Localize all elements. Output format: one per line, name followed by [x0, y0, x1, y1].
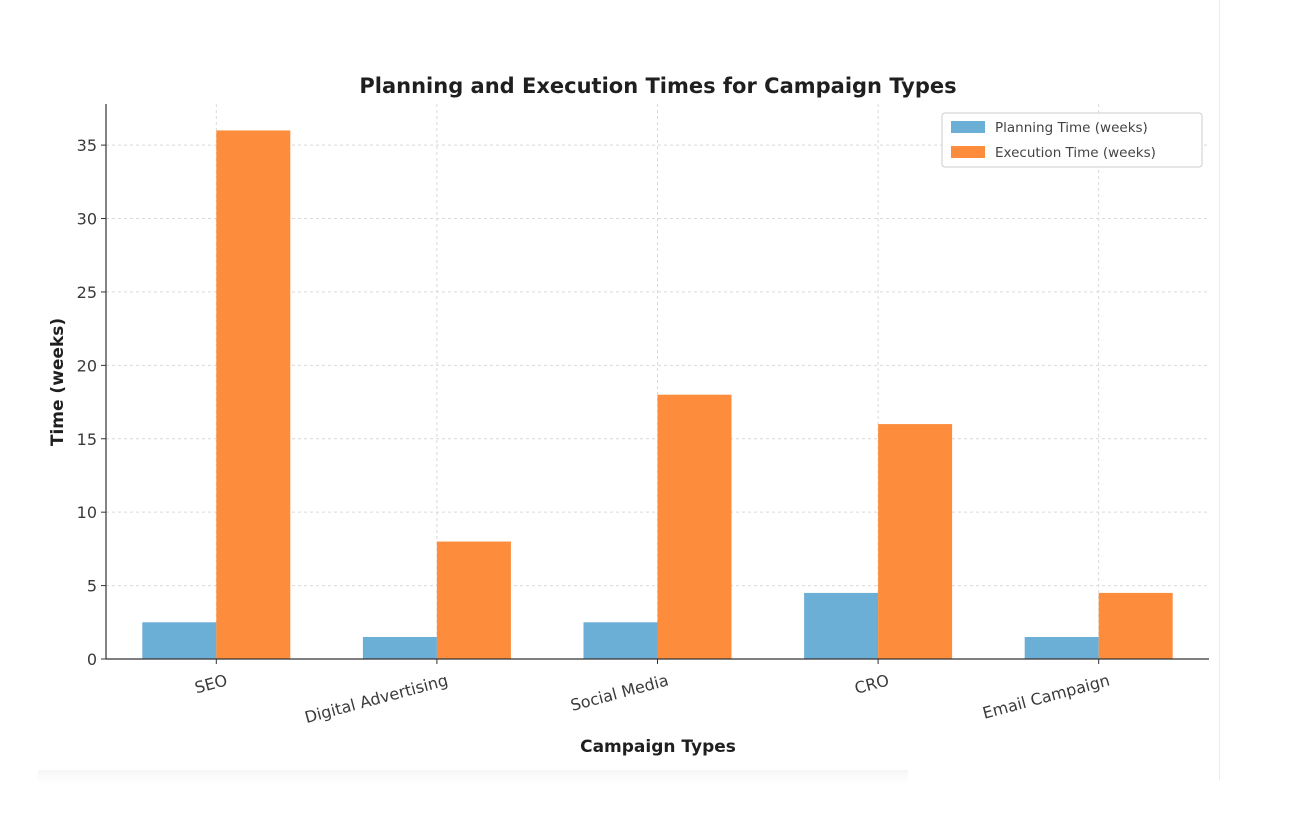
- bar-execution: [878, 424, 953, 659]
- y-tick-label: 15: [77, 430, 97, 449]
- legend-label-execution: Execution Time (weeks): [995, 145, 1156, 161]
- legend-swatch-execution: [951, 146, 985, 158]
- y-tick-label: 25: [77, 283, 97, 302]
- panel-divider: [1219, 0, 1220, 780]
- bottom-shadow: [38, 770, 908, 784]
- x-tick-label: CRO: [853, 671, 892, 698]
- chart-title: Planning and Execution Times for Campaig…: [359, 74, 956, 98]
- bar-planning: [142, 622, 217, 659]
- x-tick-label: SEO: [193, 671, 230, 698]
- y-tick-label: 5: [87, 577, 97, 596]
- bar-execution: [436, 541, 511, 659]
- bar-execution: [216, 130, 291, 659]
- y-axis-label: Time (weeks): [48, 318, 68, 446]
- x-axis-label: Campaign Types: [580, 737, 736, 757]
- bar-execution: [657, 394, 732, 659]
- bars: [142, 130, 1173, 659]
- x-tick-label: Digital Advertising: [303, 671, 450, 728]
- y-tick-label: 10: [77, 503, 97, 522]
- legend-swatch-planning: [951, 121, 985, 133]
- x-tick-label: Email Campaign: [981, 671, 1112, 723]
- bar-planning: [583, 622, 658, 659]
- y-tick-label: 0: [87, 650, 97, 669]
- bar-execution: [1098, 592, 1173, 659]
- y-tick-label: 20: [77, 356, 97, 375]
- bar-planning: [1024, 636, 1099, 659]
- bar-planning: [362, 636, 437, 659]
- legend-label-planning: Planning Time (weeks): [995, 120, 1148, 136]
- legend-box: [941, 112, 1203, 168]
- y-tick-label: 30: [77, 210, 97, 229]
- legend: Planning Time (weeks) Execution Time (we…: [941, 112, 1203, 168]
- y-tick-label: 35: [77, 136, 97, 155]
- x-tick-label: Social Media: [568, 671, 670, 715]
- bar-planning: [804, 592, 879, 659]
